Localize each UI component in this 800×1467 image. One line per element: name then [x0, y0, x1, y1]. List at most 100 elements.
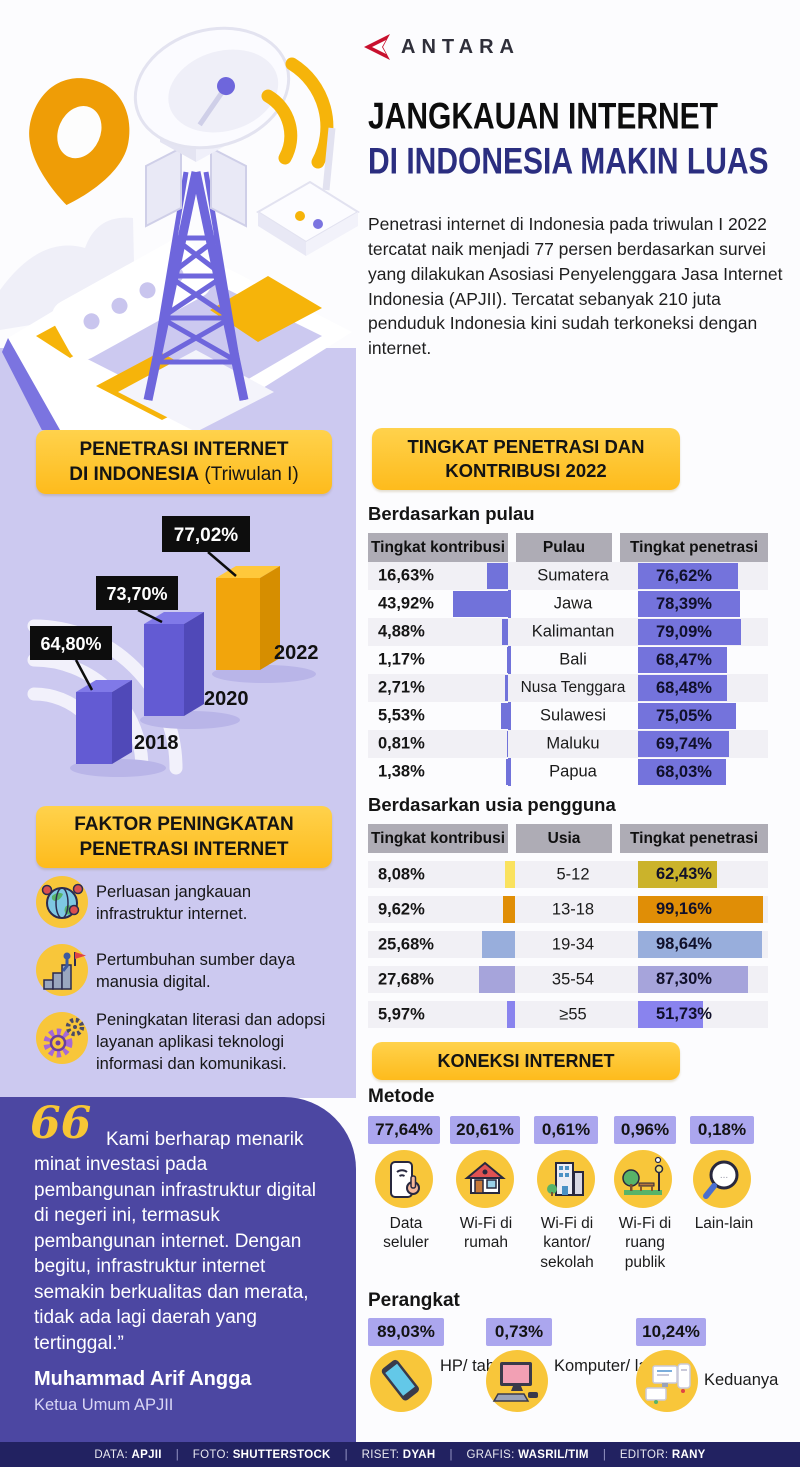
badge-penetrasi-line2-normal: (Triwulan I): [199, 464, 299, 485]
badge-tingkat-line1: TINGKAT PENETRASI DAN: [407, 435, 645, 457]
penetrasi-value: 98,64%: [656, 935, 712, 953]
year-label-2018: 2018: [134, 732, 179, 754]
quote-author-name: Muhammad Arif Angga: [34, 1368, 252, 1390]
pulau-name: Sulawesi: [539, 706, 607, 725]
page-title-line2: DI INDONESIA MAKIN LUAS: [368, 141, 769, 183]
credit-grafis: GRAFIS: WASRIL/TIM: [466, 1449, 588, 1461]
metode-pct-2: 20,61%: [450, 1116, 520, 1144]
table-row: 25,68% 19-34 98,64%: [368, 931, 768, 958]
credit-value: DYAH: [402, 1448, 436, 1461]
label-connectors: [74, 551, 237, 691]
table-row: 2,71% Nusa Tenggara 68,48%: [368, 674, 768, 702]
credit-data: DATA: APJII: [94, 1449, 161, 1461]
office-building-icon: [537, 1150, 595, 1208]
usia-range: 5-12: [556, 865, 590, 883]
pulau-name: Nusa Tenggara: [520, 679, 626, 696]
public-park-icon: [614, 1150, 672, 1208]
credit-label: DATA:: [94, 1448, 128, 1461]
penetrasi-bar: 99,16%: [638, 896, 763, 923]
kontribusi-bar: [479, 966, 515, 993]
metode-pct-3: 0,61%: [534, 1116, 598, 1144]
credit-editor: EDITOR: RANY: [620, 1449, 706, 1461]
antara-logo: ANTARA: [362, 33, 520, 61]
pct-value: 20,61%: [456, 1120, 514, 1139]
penetrasi-value: 69,74%: [656, 734, 712, 753]
quote-icon: 66: [30, 1098, 92, 1149]
kontribusi-value: 9,62%: [378, 900, 425, 918]
credit-label: GRAFIS:: [466, 1448, 515, 1461]
credit-label: EDITOR:: [619, 1448, 669, 1461]
kontribusi-bar: [487, 563, 508, 589]
penetrasi-bar: 78,39%: [638, 591, 740, 617]
kontribusi-value: 27,68%: [378, 970, 434, 988]
table-row: 5,97% ≥55 51,73%: [368, 1001, 768, 1028]
kontribusi-value: 0,81%: [378, 734, 425, 753]
credit-separator: |: [449, 1448, 453, 1461]
kontribusi-value: 8,08%: [378, 865, 425, 883]
penetrasi-value: 99,16%: [656, 900, 712, 918]
kontribusi-value: 5,97%: [378, 1005, 425, 1023]
kontribusi-bar: [502, 896, 515, 923]
keduanya-icon: [636, 1350, 698, 1412]
penetrasi-bar: 68,03%: [638, 759, 727, 785]
section-badge-tingkat: TINGKAT PENETRASI DAN KONTRIBUSI 2022: [372, 428, 680, 490]
metode-pct-1: 77,64%: [368, 1116, 440, 1144]
svg-text:73,70%: 73,70%: [106, 584, 167, 604]
value-label-2022: 77,02%: [162, 516, 250, 552]
page-title-line1: JANGKAUAN INTERNET: [368, 96, 719, 138]
section-badge-penetrasi: PENETRASI INTERNET DI INDONESIA (Triwula…: [36, 430, 332, 494]
antara-logo-icon: [364, 34, 390, 60]
perangkat-pct-2: 0,73%: [486, 1318, 552, 1346]
penetrasi-bar: 79,09%: [638, 619, 741, 645]
pct-value: 10,24%: [642, 1322, 700, 1341]
kontribusi-bar: [501, 703, 508, 729]
penetrasi-bar: 87,30%: [638, 966, 748, 993]
intro-paragraph: Penetrasi internet di Indonesia pada tri…: [368, 214, 783, 359]
penetrasi-value: 68,47%: [656, 650, 712, 669]
kontribusi-value: 5,53%: [378, 706, 425, 725]
kontribusi-value: 1,38%: [378, 762, 425, 781]
section-badge-koneksi: KONEKSI INTERNET: [372, 1042, 680, 1080]
pct-value: 0,73%: [494, 1322, 544, 1341]
kontribusi-value: 1,17%: [378, 650, 425, 669]
table-row: 8,08% 5-12 62,43%: [368, 861, 768, 888]
kontribusi-bar: [504, 861, 515, 888]
tower-base: [118, 350, 274, 430]
pct-value: 0,61%: [541, 1120, 591, 1139]
penetrasi-bar: 98,64%: [638, 931, 763, 958]
kontribusi-bar: [506, 759, 508, 785]
home-wifi-icon: [456, 1150, 514, 1208]
kontribusi-bar: [506, 647, 508, 673]
map-blob-1: [210, 276, 322, 342]
gears-icon: [36, 1012, 88, 1064]
komputer-icon: [486, 1350, 548, 1412]
table-row: 0,81% Maluku 69,74%: [368, 730, 768, 758]
penetrasi-value: 68,48%: [656, 678, 712, 697]
col-tingkat-kontribusi: Tingkat kontribusi: [368, 533, 508, 562]
kontribusi-value: 16,63%: [378, 566, 434, 585]
kontribusi-bar: [453, 591, 508, 617]
pct-value: 77,64%: [375, 1120, 433, 1139]
penetrasi-value: 68,03%: [656, 762, 712, 781]
svg-text:77,02%: 77,02%: [174, 525, 239, 546]
tower-lattice: [143, 171, 249, 401]
credit-value: APJII: [131, 1448, 162, 1461]
credit-value: SHUTTERSTOCK: [232, 1448, 331, 1461]
badge-koneksi-label: KONEKSI INTERNET: [437, 1050, 615, 1071]
penetrasi-value: 78,39%: [656, 594, 712, 613]
wifi-arcs: [261, 57, 334, 169]
usia-range: 13-18: [551, 900, 595, 918]
pulau-table-heading: Berdasarkan pulau: [368, 503, 535, 524]
credit-value: RANY: [671, 1448, 706, 1461]
hp-tablet-icon: [370, 1350, 432, 1412]
quote-text: Kami berharap menarik minat investasi pa…: [34, 1129, 317, 1354]
factor-text-3: Peningkatan literasi dan adopsi layanan …: [96, 1011, 326, 1073]
penetrasi-value: 51,73%: [656, 1005, 712, 1023]
year-label-2020: 2020: [204, 688, 249, 710]
pulau-name: Jawa: [553, 594, 593, 613]
value-label-2020: 73,70%: [96, 576, 178, 610]
pulau-table: Tingkat kontribusi Pulau Tingkat penetra…: [368, 533, 768, 786]
usia-range: ≥55: [559, 1005, 587, 1023]
kontribusi-bar: [501, 619, 508, 645]
